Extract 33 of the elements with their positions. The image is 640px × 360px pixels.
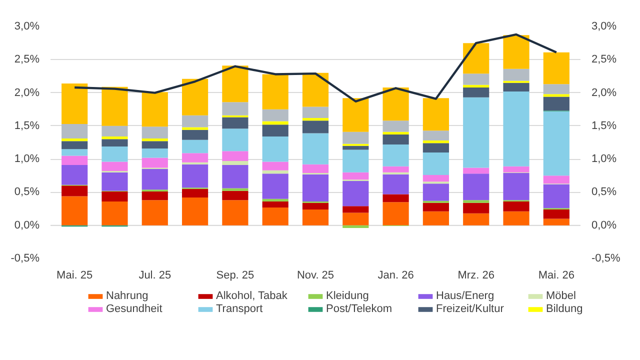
y2-tick-label: 0,0% [592, 219, 617, 232]
x-tick-label: Nov. 25 [296, 270, 334, 282]
legend-label: Gesundheit [106, 303, 164, 315]
x-tick-label: Mai. 25 [56, 270, 93, 282]
y2-tick-label: -0,5% [592, 252, 620, 264]
legend-label: Haus/Energ [436, 290, 496, 302]
x-tick-label: Mrz. 26 [458, 270, 494, 282]
y-tick-label: 0,5% [14, 186, 40, 198]
legend-label: Alkohol, Tabak [216, 290, 288, 302]
legend-label: Bildung [546, 303, 584, 315]
x-tick-label: Jan. 26 [378, 270, 414, 282]
legend-label: Möbel [546, 290, 577, 302]
y2-tick-label: 3,0% [592, 20, 617, 32]
y-tick-label: 2,5% [14, 54, 40, 66]
legend-label: Post/Telekom [326, 303, 394, 315]
y2-tick-label: 2,5% [592, 54, 617, 66]
x-tick-label: Mai. 26 [538, 270, 574, 282]
y-tick-label: 3,0% [14, 20, 40, 32]
x-tick-label: Sep. 25 [216, 270, 254, 282]
y-tick-label: 2,0% [14, 86, 40, 99]
y-tick-label: 0,0% [14, 219, 40, 232]
y-tick-label: 1,5% [14, 120, 40, 132]
y-tick-label: 1,0% [14, 153, 40, 166]
y2-tick-label: 2,0% [592, 86, 617, 99]
y-tick-label: -0,5% [10, 252, 40, 264]
legend-label: Transport [216, 303, 264, 315]
y2-tick-label: 1,5% [592, 120, 617, 132]
y2-tick-label: 0,5% [592, 186, 617, 198]
legend-label: Kleidung [326, 290, 370, 302]
legend-label: Freizeit/Kultur [436, 303, 505, 315]
y2-tick-label: 1,0% [592, 153, 617, 166]
legend-label: Nahrung [106, 290, 150, 302]
x-tick-label: Jul. 25 [138, 270, 172, 282]
